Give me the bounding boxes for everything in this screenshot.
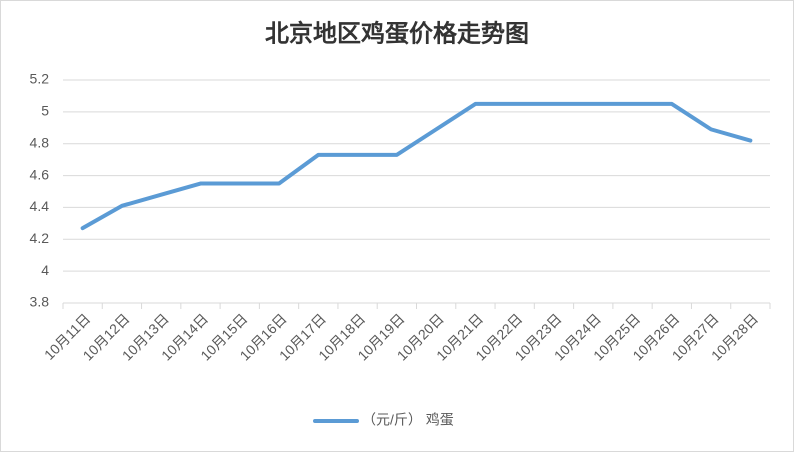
y-tick-label: 4	[41, 262, 49, 278]
y-tick-label: 3.8	[30, 294, 50, 310]
y-tick-label: 4.8	[30, 134, 50, 150]
y-tick-label: 4.6	[30, 166, 50, 182]
y-tick-label: 5.2	[30, 71, 50, 87]
chart-title: 北京地区鸡蛋价格走势图	[265, 20, 529, 48]
legend-label: （元/斤） 鸡蛋	[362, 412, 454, 428]
y-tick-label: 5	[41, 103, 49, 119]
data-line	[80, 101, 753, 231]
y-tick-label: 4.4	[30, 198, 50, 214]
y-tick-label: 4.2	[30, 230, 50, 246]
